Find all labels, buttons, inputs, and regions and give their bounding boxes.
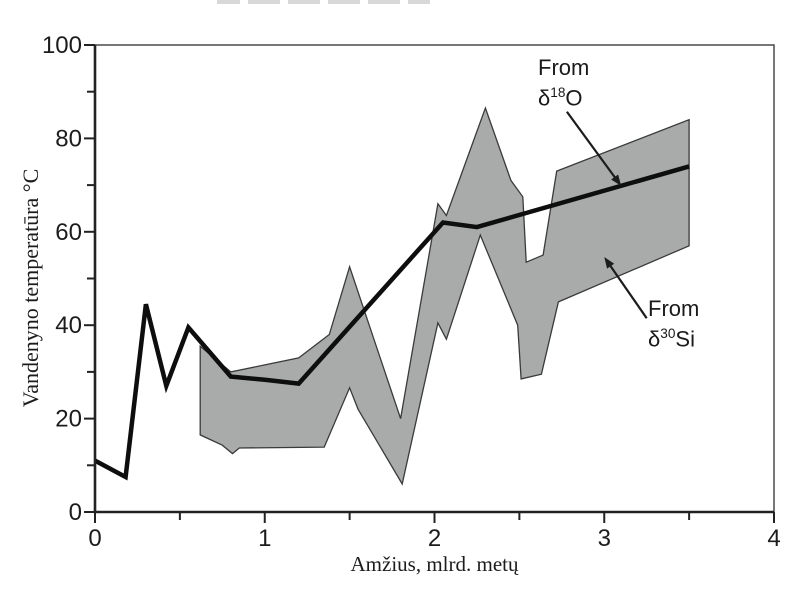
temperature-line-d18o (93, 164, 690, 481)
y-tick-label: 0 (69, 499, 82, 526)
y-tick-label: 80 (55, 125, 82, 152)
annotation-arrow-shaft-0 (566, 111, 620, 183)
x-tick-label: 3 (598, 525, 611, 552)
annotation-arrowhead-1 (604, 257, 615, 269)
annotation-isotope: δ30Si (648, 326, 695, 352)
x-tick-label: 0 (88, 525, 101, 552)
y-axis-title: Vandenyno temperatūra °C (18, 168, 43, 408)
cropped-title-fragment (328, 0, 360, 4)
y-tick-label: 40 (55, 312, 82, 339)
annotation-word: From (648, 296, 700, 321)
x-axis-title: Amžius, mlrd. metų (350, 552, 519, 576)
annotation-word: From (538, 55, 590, 80)
annotation-isotope: δ18O (538, 85, 583, 111)
uncertainty-band-d30si (199, 106, 690, 486)
cropped-title-fragment (368, 0, 400, 4)
annotation-from-delta18O: From δ18O (538, 55, 589, 110)
annotation-from-delta30Si: From δ30Si (648, 296, 699, 351)
x-tick-label: 2 (428, 525, 441, 552)
x-tick-label: 4 (767, 525, 780, 552)
annotation-arrowhead-0 (611, 174, 622, 187)
cropped-title-fragment (288, 0, 320, 4)
cropped-title-fragment (217, 0, 240, 4)
annotation-arrow-shaft-1 (606, 260, 648, 319)
y-tick-label: 60 (55, 219, 82, 246)
y-tick-label: 20 (55, 406, 82, 433)
x-tick-label: 1 (258, 525, 271, 552)
cropped-title-fragment (248, 0, 280, 4)
y-tick-label: 100 (42, 32, 82, 59)
cropped-title-fragment (408, 0, 430, 4)
